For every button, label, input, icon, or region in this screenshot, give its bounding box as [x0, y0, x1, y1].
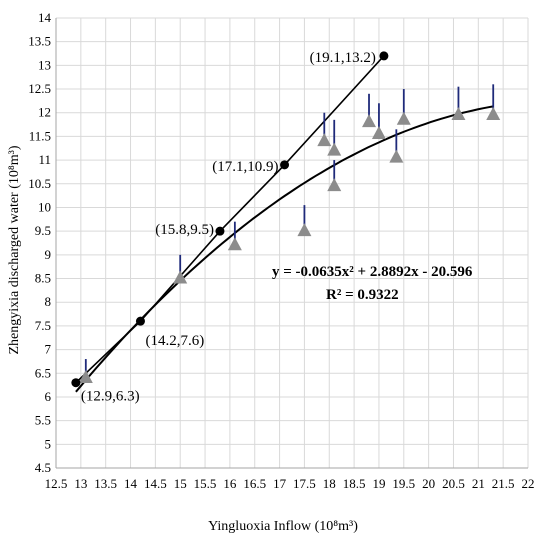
triangle-point — [362, 114, 377, 128]
triangle-point — [227, 237, 242, 251]
circle-point — [71, 378, 81, 388]
circle-point — [135, 316, 145, 326]
y-tick-label: 5.5 — [35, 413, 51, 428]
triangle-point — [317, 133, 332, 147]
y-tick-label: 8 — [45, 294, 52, 309]
plot-frame — [55, 18, 528, 469]
circle-point — [280, 160, 290, 170]
x-tick-label: 15 — [174, 476, 187, 491]
point-label: (14.2,7.6) — [145, 333, 204, 349]
point-label: (17.1,10.9) — [212, 159, 278, 175]
triangle-point — [371, 125, 386, 139]
triangle-point — [297, 223, 312, 237]
point-label: (12.9,6.3) — [81, 389, 140, 405]
y-tick-label: 11.5 — [29, 128, 51, 143]
y-tick-label: 14 — [38, 10, 52, 25]
triangle-point — [389, 149, 404, 163]
x-tick-label: 16.5 — [243, 476, 266, 491]
y-tick-label: 13.5 — [28, 34, 51, 49]
circle-point — [379, 51, 389, 61]
x-tick-label: 18.5 — [343, 476, 366, 491]
trendline-equation: y = -0.0635x² + 2.8892x - 20.596 — [272, 264, 473, 280]
circle-point — [215, 226, 225, 236]
y-tick-label: 10 — [38, 199, 51, 214]
triangle-point — [78, 369, 93, 383]
x-tick-label: 18 — [323, 476, 336, 491]
triangle-point — [486, 107, 501, 121]
triangle-point — [327, 142, 342, 156]
y-tick-label: 12.5 — [28, 81, 51, 96]
y-tick-label: 11 — [38, 152, 51, 167]
x-tick-label: 13.5 — [94, 476, 117, 491]
triangle-point — [451, 107, 466, 121]
circle-series — [71, 51, 389, 388]
y-axis-title: Zhengyixia discharged water (10⁸m³) — [7, 145, 22, 354]
triangle-point — [173, 270, 188, 284]
x-tick-label: 17 — [273, 476, 287, 491]
y-tick-label: 5 — [45, 436, 52, 451]
y-tick-label: 8.5 — [35, 271, 51, 286]
point-label: (15.8,9.5) — [155, 222, 214, 238]
trendline-group — [75, 105, 494, 393]
x-tick-label: 17.5 — [293, 476, 316, 491]
point-labels: (12.9,6.3) (14.2,7.6) (15.8,9.5) (17.1,10.9… — [81, 50, 376, 405]
grid-lines — [55, 17, 529, 469]
y-tick-labels: 4.5 5 5.5 6 6.5 7 7.5 8 8.5 9 9.5 10 10.5 11 11.5 12 12.… — [28, 10, 51, 475]
x-tick-labels: 12.5 13 13.5 14 14.5 15 15.5 16 16.5 17 17.5 18 18.5… — [45, 476, 535, 491]
y-tick-label: 9.5 — [35, 223, 51, 238]
y-tick-label: 6.5 — [35, 365, 51, 380]
y-tick-label: 4.5 — [35, 460, 51, 475]
y-tick-label: 10.5 — [28, 176, 51, 191]
point-label: (19.1,13.2) — [310, 50, 376, 66]
y-tick-label: 12 — [38, 105, 51, 120]
x-axis-title: Yingluoxia Inflow (10⁸m³) — [208, 519, 358, 534]
x-tick-label: 15.5 — [194, 476, 217, 491]
triangle-point — [327, 178, 342, 192]
x-tick-label: 22 — [522, 476, 535, 491]
x-tick-label: 19.5 — [392, 476, 415, 491]
trendline-r-squared: R² = 0.9322 — [326, 287, 399, 303]
x-tick-label: 13 — [74, 476, 87, 491]
trendline-curve — [75, 105, 494, 393]
triangle-series — [78, 107, 501, 383]
y-tick-label: 13 — [38, 57, 51, 72]
x-tick-label: 19 — [372, 476, 385, 491]
x-tick-label: 14.5 — [144, 476, 167, 491]
y-tick-label: 7.5 — [35, 318, 51, 333]
x-tick-label: 21.5 — [492, 476, 515, 491]
x-tick-label: 21 — [472, 476, 485, 491]
y-tick-label: 6 — [45, 389, 52, 404]
y-tick-label: 9 — [45, 247, 52, 262]
x-tick-label: 16 — [223, 476, 237, 491]
x-tick-label: 14 — [124, 476, 138, 491]
x-tick-label: 20 — [422, 476, 435, 491]
x-tick-label: 12.5 — [45, 476, 68, 491]
y-tick-label: 7 — [45, 342, 52, 357]
x-tick-label: 20.5 — [442, 476, 465, 491]
triangle-point — [396, 111, 411, 125]
